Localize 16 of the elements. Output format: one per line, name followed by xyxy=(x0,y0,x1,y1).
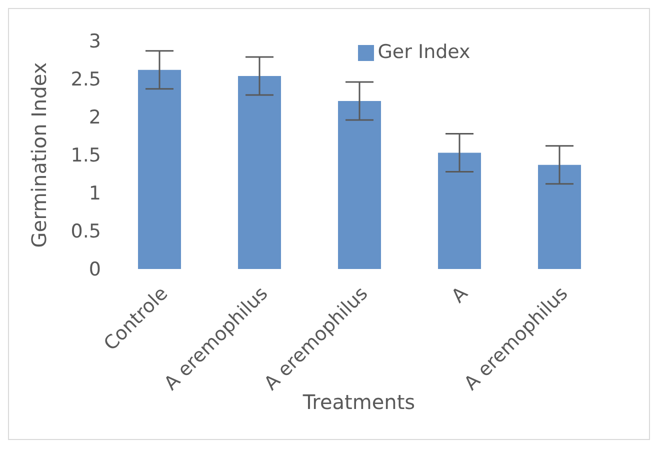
y-tick-label: 3 xyxy=(88,30,101,53)
y-tick-label: 2.5 xyxy=(70,68,101,91)
x-tick-label: A xyxy=(447,282,472,308)
legend-label: Ger Index xyxy=(378,41,470,63)
y-tick-label: 1.5 xyxy=(70,144,101,167)
bar xyxy=(538,164,581,269)
y-tick-label: 0 xyxy=(88,258,101,281)
bar xyxy=(338,101,381,269)
bar xyxy=(238,76,281,269)
bar xyxy=(138,70,181,269)
y-tick-label: 2 xyxy=(88,106,101,129)
y-tick-label: 1 xyxy=(88,182,101,205)
x-axis-title: Treatments xyxy=(302,390,416,414)
bar xyxy=(438,152,481,269)
y-axis-title: Germination Index xyxy=(27,62,52,248)
y-tick-label: 0.5 xyxy=(70,220,101,243)
